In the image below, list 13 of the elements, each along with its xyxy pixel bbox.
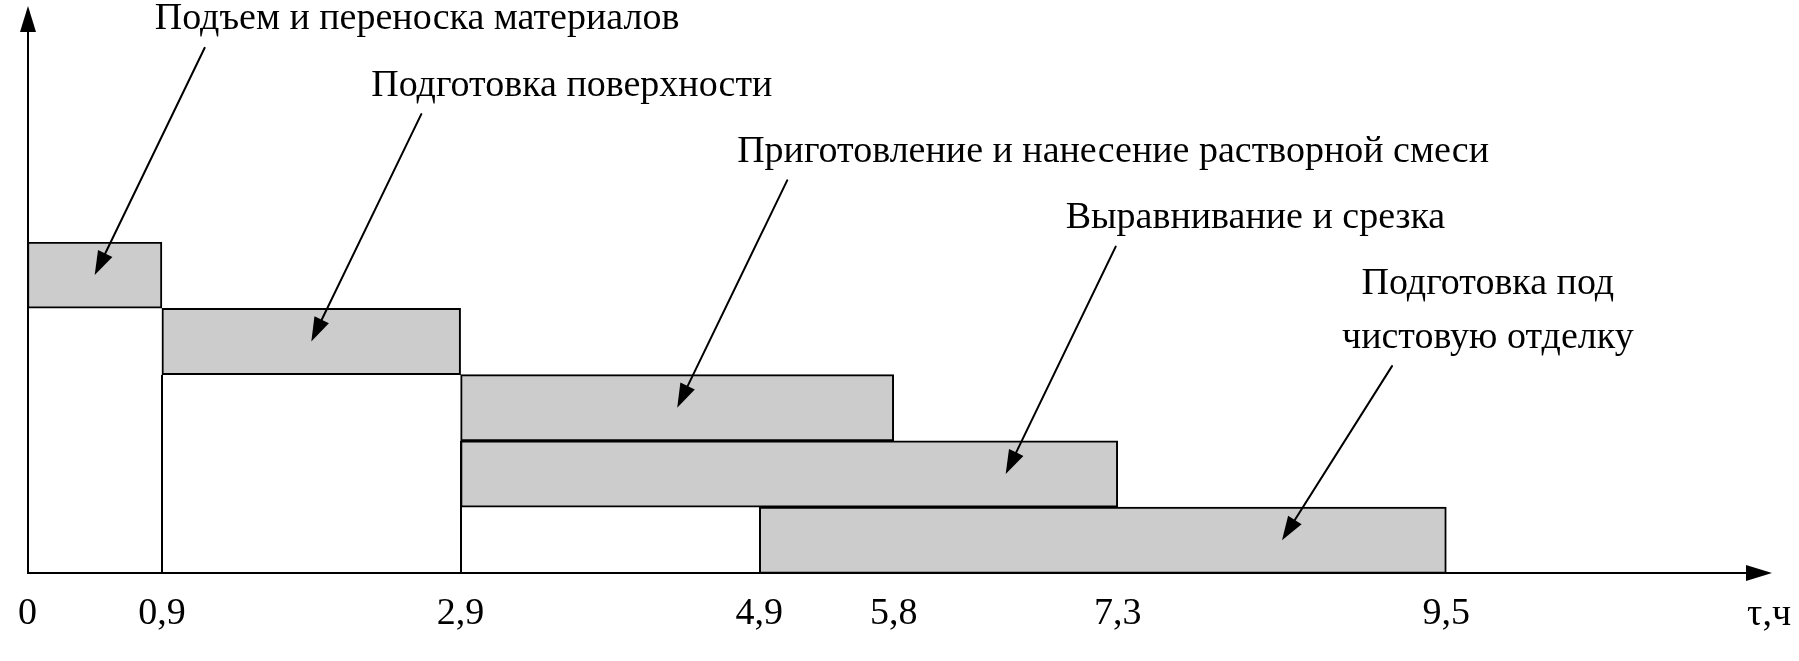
x-axis-title: τ,ч <box>1747 590 1791 633</box>
x-tick-label: 4,9 <box>735 590 784 633</box>
x-tick-label: 0 <box>18 590 37 633</box>
x-tick-label: 2,9 <box>436 590 485 633</box>
x-tick-label: 9,5 <box>1422 590 1471 633</box>
x-tick-label: 5,8 <box>869 590 918 633</box>
text: Приготовление и нанесение растворной смеси <box>737 127 1490 170</box>
text: Подъем и переноска материалов <box>154 0 680 38</box>
x-tick-label: 0,9 <box>138 590 186 633</box>
annotation: Подготовка под чистовую отделку <box>1342 260 1634 356</box>
x-tick-label: 7,3 <box>1093 590 1142 633</box>
text: Выравнивание и срезка <box>1065 194 1446 237</box>
text: Подготовка поверхности <box>371 61 773 104</box>
